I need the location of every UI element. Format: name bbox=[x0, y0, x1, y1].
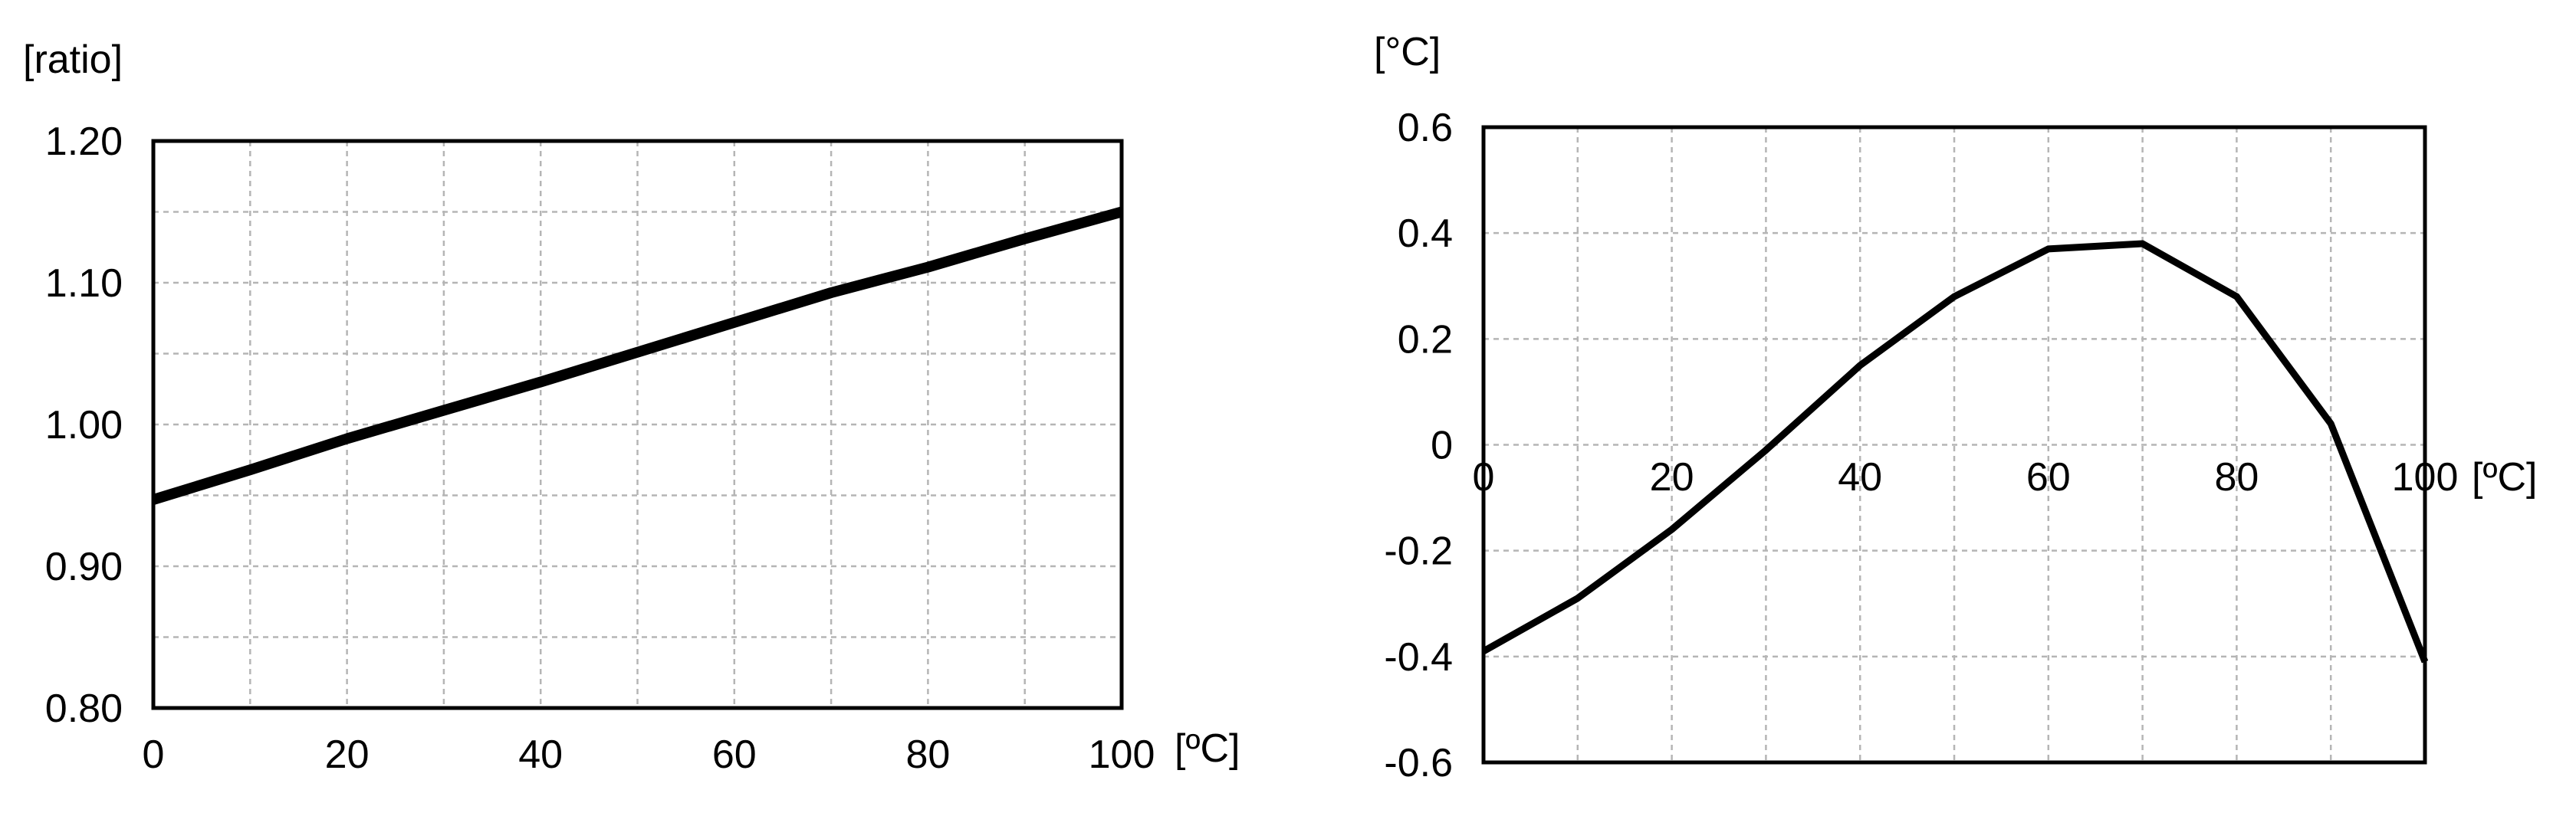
x-tick-label: 20 bbox=[1650, 455, 1694, 500]
ratio-chart-grid bbox=[153, 141, 1122, 708]
ratio-chart: 0 20 40 60 80 100 0.80 0.90 1.00 1.10 1.20 [ratio… bbox=[23, 38, 1240, 777]
x-tick-label: 60 bbox=[2026, 455, 2071, 500]
y-tick-label: -0.4 bbox=[1384, 635, 1453, 680]
x-tick-label: 40 bbox=[1838, 455, 1882, 500]
series-line bbox=[1481, 240, 2429, 664]
x-tick-label: 0 bbox=[1473, 455, 1495, 500]
ratio-chart-ylabel: [ratio] bbox=[23, 38, 123, 82]
y-tick-label: -0.2 bbox=[1384, 529, 1453, 574]
y-tick-label: 0.90 bbox=[45, 545, 123, 589]
y-tick-label: -0.6 bbox=[1384, 741, 1453, 785]
x-tick-label: 80 bbox=[2214, 455, 2259, 500]
ratio-chart-series bbox=[151, 206, 1123, 505]
x-tick-label: 80 bbox=[905, 733, 950, 777]
y-tick-label: 1.00 bbox=[45, 403, 123, 447]
x-tick-label: 0 bbox=[143, 733, 165, 777]
deviation-chart-xlabel: [ºC] bbox=[2472, 455, 2537, 500]
x-tick-label: 100 bbox=[1089, 733, 1155, 777]
ratio-chart-y-ticks: 0.80 0.90 1.00 1.10 1.20 bbox=[45, 120, 123, 731]
deviation-chart-ylabel: [°C] bbox=[1374, 30, 1441, 74]
deviation-chart-x-ticks: 0 20 40 60 80 100 bbox=[1473, 455, 2459, 500]
y-tick-label: 1.10 bbox=[45, 261, 123, 306]
deviation-chart-frame bbox=[1481, 125, 2427, 765]
y-tick-label: 0.4 bbox=[1398, 211, 1453, 256]
series-line bbox=[151, 206, 1123, 505]
y-tick-label: 0 bbox=[1431, 424, 1453, 468]
y-tick-label: 1.20 bbox=[45, 120, 123, 164]
x-tick-label: 60 bbox=[712, 733, 757, 777]
ratio-chart-frame bbox=[151, 139, 1124, 710]
ratio-chart-x-ticks: 0 20 40 60 80 100 bbox=[143, 733, 1155, 777]
deviation-chart-y-ticks: 0.6 0.4 0.2 0 -0.2 -0.4 -0.6 bbox=[1384, 106, 1453, 785]
ratio-chart-xlabel: [ºC] bbox=[1175, 726, 1240, 771]
deviation-chart-series bbox=[1481, 240, 2429, 664]
deviation-chart-grid bbox=[1484, 127, 2425, 762]
y-tick-label: 0.80 bbox=[45, 687, 123, 731]
deviation-chart: 0 20 40 60 80 100 0.6 0.4 0.2 0 -0.2 -0.4 -0.6 [°C]… bbox=[1374, 30, 2537, 785]
x-tick-label: 20 bbox=[325, 733, 370, 777]
y-tick-label: 0.6 bbox=[1398, 106, 1453, 150]
x-tick-label: 100 bbox=[2392, 455, 2459, 500]
y-tick-label: 0.2 bbox=[1398, 317, 1453, 362]
x-tick-label: 40 bbox=[518, 733, 563, 777]
